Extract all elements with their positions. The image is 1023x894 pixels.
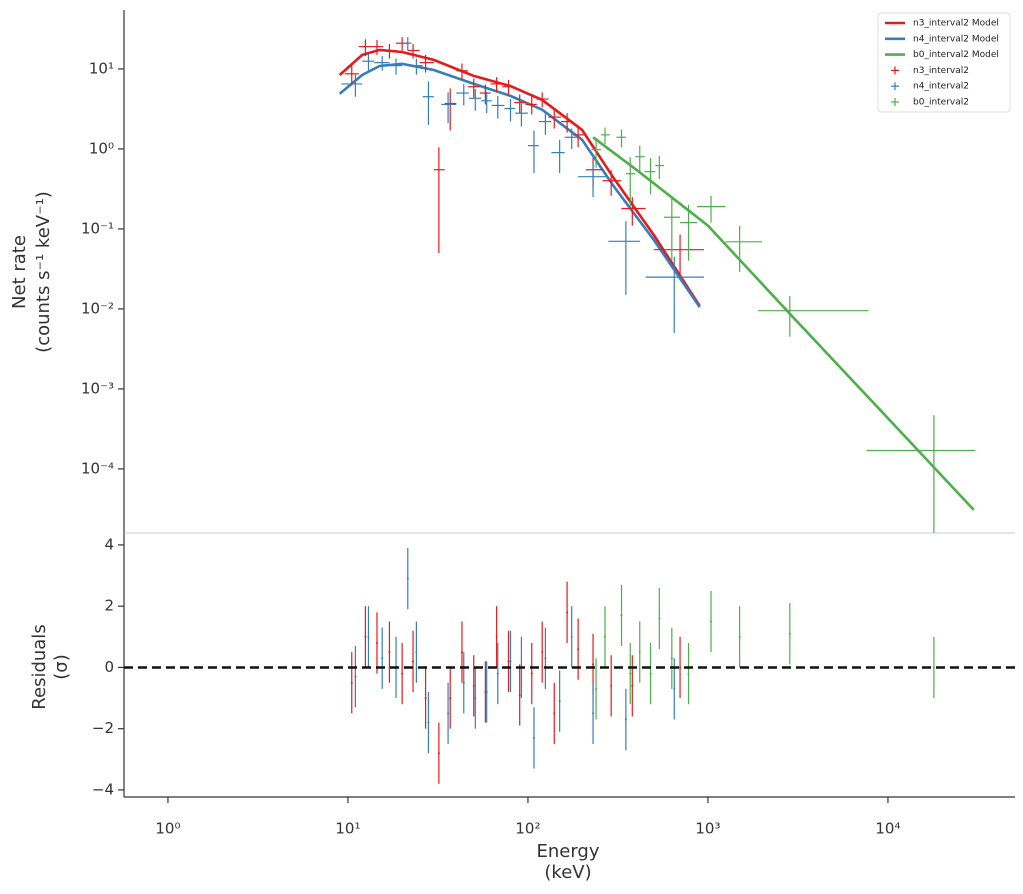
residual-point	[415, 651, 418, 654]
residual-point	[541, 651, 544, 654]
model-line	[592, 136, 975, 511]
residual-point	[638, 651, 641, 654]
x-tick-label: 10¹	[335, 820, 360, 838]
legend-label: b0_interval2 Model	[913, 50, 999, 60]
x-tick-label: 10⁰	[155, 820, 180, 838]
y-tick-label: −2	[92, 719, 114, 737]
x-tick-label: 10⁴	[875, 820, 900, 838]
residual-point	[462, 681, 465, 684]
y-tick-label: 10⁻²	[81, 299, 114, 317]
residual-point	[679, 666, 682, 669]
residual-point	[354, 675, 357, 678]
residual-point	[532, 736, 535, 739]
y-tick-label: 2	[104, 597, 114, 615]
residual-point	[507, 660, 510, 663]
y-tick-label: 4	[104, 535, 114, 553]
residual-point	[474, 697, 477, 700]
model-line	[338, 62, 701, 308]
y-tick-label: −4	[92, 780, 114, 798]
residual-point	[406, 577, 409, 580]
residual-point	[388, 651, 391, 654]
y-axis-label: Net rate	[9, 235, 30, 309]
residual-point	[673, 687, 676, 690]
residual-point	[620, 614, 623, 617]
residual-point	[495, 635, 498, 638]
y-tick-label: 10⁻¹	[81, 219, 114, 237]
y-tick-label: 10⁰	[89, 139, 114, 157]
residual-point	[629, 672, 632, 675]
residual-point	[553, 712, 556, 715]
residual-point	[710, 620, 713, 623]
residual-point	[485, 690, 488, 693]
legend: n3_interval2 Model n4_interval2 Model b0_i…	[877, 12, 1011, 113]
residual-point	[624, 718, 627, 721]
residual-point	[509, 660, 512, 663]
y-axis-label: (counts s⁻¹ keV⁻¹)	[33, 191, 54, 353]
residual-point	[631, 684, 634, 687]
y-axis-label: (σ)	[51, 654, 72, 679]
legend-label: n3_interval2 Model	[913, 19, 999, 29]
x-axis-label: (keV)	[544, 862, 591, 883]
residual-point	[367, 635, 370, 638]
residual-point	[472, 684, 475, 687]
residual-point	[658, 617, 661, 620]
residual-point	[566, 611, 569, 614]
residual-point	[350, 681, 353, 684]
legend-label: n4_interval2 Model	[913, 34, 999, 44]
residual-point	[738, 635, 741, 638]
residual-point	[687, 672, 690, 675]
y-tick-label: 10¹	[89, 59, 114, 77]
residual-point	[592, 663, 595, 666]
residual-point	[401, 672, 404, 675]
residual-point	[570, 635, 573, 638]
residual-point	[437, 752, 440, 755]
y-tick-label: 10⁻³	[81, 379, 114, 397]
residual-point	[447, 712, 450, 715]
residual-point	[788, 632, 791, 635]
residual-point	[649, 672, 652, 675]
residual-point	[449, 697, 452, 700]
y-tick-label: 0	[104, 658, 114, 676]
residual-point	[530, 672, 533, 675]
x-axis-label: Energy	[536, 841, 599, 862]
residual-point	[518, 694, 521, 697]
y-axis-label: Residuals	[29, 624, 50, 709]
residual-point	[544, 657, 547, 660]
residual-point	[558, 700, 561, 703]
residual-point	[381, 657, 384, 660]
residual-point	[577, 648, 580, 651]
x-tick-label: 10²	[515, 820, 540, 838]
residual-point	[460, 651, 463, 654]
legend-box	[877, 12, 1011, 113]
residual-point	[364, 635, 367, 638]
residual-point	[595, 687, 598, 690]
residual-point	[375, 641, 378, 644]
y-tick-label: 10⁻⁴	[81, 459, 114, 477]
residual-point	[670, 657, 673, 660]
residual-point	[592, 712, 595, 715]
legend-label: b0_interval2	[913, 98, 969, 108]
residual-point	[932, 666, 935, 669]
residual-point	[427, 721, 430, 724]
x-tick-label: 10³	[695, 820, 720, 838]
residual-point	[604, 635, 607, 638]
residual-point	[424, 697, 427, 700]
legend-label: n4_interval2	[913, 82, 969, 92]
legend-label: n3_interval2	[913, 66, 969, 76]
residual-point	[412, 660, 415, 663]
residual-point	[496, 672, 499, 675]
residual-point	[610, 684, 613, 687]
